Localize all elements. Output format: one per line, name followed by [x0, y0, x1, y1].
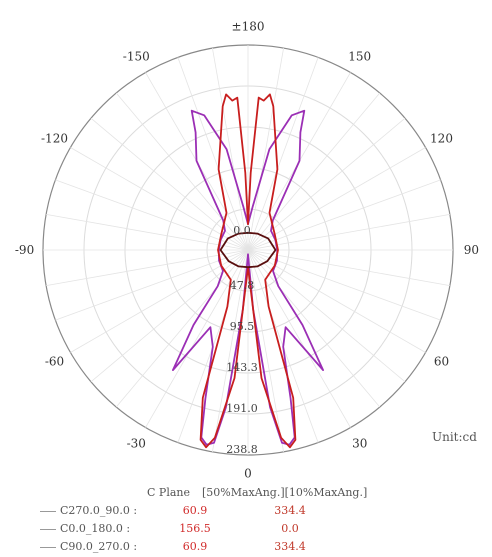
grid-spoke — [212, 48, 249, 251]
series-line — [219, 231, 277, 269]
polar-chart: ±180 150 120 90 60 30 0 -30 -60 -90 -120 -150 0.0 47.… — [15, 20, 479, 480]
legend-swatch — [40, 546, 56, 548]
grid-spoke — [247, 249, 381, 408]
legend-name: C90.0_270.0 : — [60, 540, 138, 553]
legend-name: C270.0_90.0 : — [60, 504, 138, 517]
grid-spoke — [247, 92, 381, 251]
radial-tick-label: 191.0 — [226, 402, 258, 415]
legend-header-plane: C Plane — [147, 486, 190, 499]
grid-spoke — [115, 249, 249, 408]
grid-spoke — [46, 249, 249, 286]
angle-tick-label: 30 — [352, 437, 367, 451]
legend-swatch — [40, 528, 56, 530]
grid-spoke — [247, 117, 406, 251]
grid-spoke — [212, 249, 249, 452]
grid-spoke — [247, 147, 426, 251]
radial-tick-label: 143.3 — [226, 361, 258, 374]
angle-tick-label: -30 — [127, 437, 146, 451]
angle-tick-label: -120 — [41, 131, 68, 145]
angle-tick-label: ±180 — [232, 20, 265, 34]
legend-value-50: 156.5 — [179, 522, 211, 535]
angle-tick-label: 120 — [430, 131, 453, 145]
series-line — [199, 93, 297, 449]
legend-swatch — [40, 510, 56, 512]
grid-spoke — [247, 249, 284, 452]
grid-spoke — [46, 214, 249, 251]
polar-series — [172, 93, 324, 449]
angle-tick-label: 90 — [464, 243, 479, 257]
angle-tick-label: 0 — [244, 466, 252, 480]
legend-name: C0.0_180.0 : — [60, 522, 131, 535]
grid-spoke — [247, 48, 284, 251]
legend: C Plane [50%MaxAng.][10%MaxAng.] C270.0_… — [40, 484, 460, 556]
legend-header-angles: [50%MaxAng.][10%MaxAng.] — [202, 484, 417, 502]
radial-tick-label: 238.8 — [226, 443, 258, 456]
radial-tick-label: 95.5 — [230, 320, 255, 333]
grid-spoke — [55, 179, 249, 251]
angle-tick-label: 150 — [348, 49, 371, 63]
legend-header: C Plane [50%MaxAng.][10%MaxAng.] — [40, 484, 460, 502]
grid-spoke — [247, 179, 441, 251]
grid-spoke — [247, 249, 426, 353]
grid-spoke — [70, 249, 249, 353]
radial-tick-label: 47.8 — [230, 279, 255, 292]
grid-spoke — [247, 249, 441, 321]
angle-tick-label: -150 — [123, 49, 150, 63]
legend-row: C270.0_90.0 : 60.9 334.4 — [40, 502, 460, 520]
angle-tick-label: 60 — [434, 355, 449, 369]
angle-tick-label: -60 — [45, 355, 64, 369]
angle-tick-label: -90 — [15, 243, 34, 257]
grid-spoke — [55, 249, 249, 321]
polar-grid — [42, 44, 454, 456]
grid-spoke — [70, 147, 249, 251]
grid-spoke — [247, 57, 319, 251]
grid-spoke — [115, 92, 249, 251]
legend-value-10: 0.0 — [281, 522, 299, 535]
legend-value-10: 334.4 — [274, 540, 306, 553]
legend-header-10: [10%MaxAng.] — [284, 486, 368, 499]
legend-row: C0.0_180.0 : 156.5 0.0 — [40, 520, 460, 538]
legend-header-50: [50%MaxAng.] — [202, 486, 285, 499]
polar-labels: ±180 150 120 90 60 30 0 -30 -60 -90 -120 -150 0.0 47.… — [15, 20, 479, 480]
grid-spoke — [247, 249, 450, 286]
legend-value-50: 60.9 — [182, 540, 208, 553]
legend-value-10: 334.4 — [274, 504, 306, 517]
grid-spoke — [177, 57, 249, 251]
unit-label: Unit:cd — [432, 430, 477, 444]
radial-tick-label: 0.0 — [233, 224, 251, 237]
legend-value-50: 60.9 — [182, 504, 208, 517]
grid-spoke — [247, 214, 450, 251]
grid-spoke — [90, 117, 249, 251]
legend-row: C90.0_270.0 : 60.9 334.4 — [40, 538, 460, 556]
